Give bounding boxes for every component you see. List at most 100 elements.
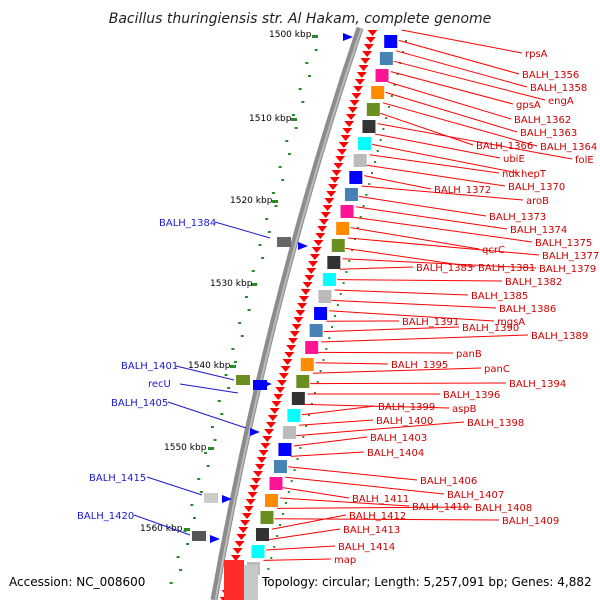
leader-line (339, 266, 414, 270)
leader-line (334, 289, 469, 296)
leader-line (290, 451, 365, 457)
gene-block (375, 69, 389, 82)
forward-gene-arrow (289, 331, 300, 337)
forward-gene-arrow (243, 506, 254, 512)
gene-block (269, 477, 283, 490)
leader-line (312, 367, 482, 374)
tick-dot (402, 51, 405, 53)
tick-dot (325, 348, 328, 350)
left-gene-labels: BALH_1384 BALH_1401 recU BALH_1405 BALH_… (77, 218, 216, 522)
tick-dot (190, 504, 194, 506)
forward-gene-arrow (304, 275, 315, 281)
forward-gene-arrow (336, 149, 347, 155)
tick-dot (287, 153, 291, 155)
gene-label: BALH_1373 (489, 212, 546, 223)
tick-dot (299, 447, 302, 449)
leader-line (393, 60, 546, 101)
forward-gene-arrow (275, 387, 286, 393)
gene-label: rpsA (525, 49, 548, 60)
leader-line (304, 403, 450, 409)
gene-label: BALH_1394 (509, 379, 566, 390)
tick-dot (296, 458, 299, 460)
tick-dot (371, 172, 374, 174)
genome-title: Bacillus thuringiensis str. Al Hakam, co… (109, 11, 492, 27)
gene-block (236, 375, 250, 385)
leader-line (361, 185, 524, 201)
leader-line (296, 421, 465, 437)
tick-dot (281, 513, 284, 515)
forward-gene-arrow (247, 492, 258, 498)
tick-dot (179, 569, 183, 571)
forward-gene-arrow (232, 548, 243, 554)
gene-label: ndk (502, 169, 521, 180)
tick-dot (301, 101, 305, 103)
tick-dot (313, 392, 316, 394)
tick-dot (210, 426, 214, 428)
forward-gene-arrow (362, 51, 373, 57)
gene-label: BALH_1411 (352, 494, 409, 505)
gene-label: aspB (452, 404, 477, 415)
forward-gene-arrow (317, 226, 328, 232)
gene-label: BALH_1398 (467, 418, 524, 429)
forward-gene-arrow (264, 429, 275, 435)
gene-label: BALH_1407 (447, 490, 504, 501)
tick-dot (348, 260, 351, 262)
kbp-label: 1540 kbp (188, 361, 231, 371)
tick-dot (291, 114, 295, 116)
forward-gene-arrow (286, 345, 297, 351)
tick-dot (264, 579, 267, 581)
gene-label: BALH_1412 (349, 511, 406, 522)
right-gene-labels: rpsA BALH_1356 BALH_1358 engA gpsA BALH_… (334, 49, 599, 566)
tick-dot (396, 73, 399, 75)
gene-tracks (192, 30, 398, 600)
gene-block (371, 86, 385, 99)
gene-block (224, 560, 244, 600)
major-tick (251, 283, 257, 286)
tick-dot (271, 192, 275, 194)
tick-dot (290, 480, 293, 482)
tick-dot (382, 128, 385, 130)
gene-block (278, 443, 292, 456)
leader-line (347, 237, 540, 256)
forward-gene-arrow (260, 443, 271, 449)
gene-label: BALH_1391 (402, 317, 459, 328)
gene-label: BALH_1389 (531, 331, 588, 342)
tick-dot (342, 282, 345, 284)
tick-dot (240, 335, 244, 337)
gene-label: BALH_1364 (540, 142, 597, 153)
leader-line (277, 506, 473, 509)
gene-block (273, 460, 287, 473)
forward-gene-arrow (340, 135, 351, 141)
forward-gene-arrow (356, 72, 367, 78)
forward-gene-arrow (327, 184, 338, 190)
reverse-gene-arrow (250, 428, 260, 436)
gene-label: BALH_1381 (478, 263, 535, 274)
gene-block (384, 35, 398, 48)
gene-label: aroB (526, 196, 549, 207)
forward-gene-arrow (293, 317, 304, 323)
leader-line (146, 476, 203, 496)
gene-label: BALH_1379 (539, 264, 596, 275)
leader-line (320, 334, 529, 343)
tick-dot (267, 568, 270, 570)
forward-gene-arrow (308, 261, 319, 267)
leader-line (310, 382, 507, 385)
kbp-label: 1560 kbp (140, 524, 183, 534)
gene-block (296, 375, 310, 388)
gene-label: BALH_1370 (508, 182, 565, 193)
tick-dot (224, 374, 228, 376)
tick-dot (376, 150, 379, 152)
tick-dot (294, 127, 298, 129)
forward-gene-arrow (234, 541, 245, 547)
genome-backbone (210, 26, 364, 600)
forward-gene-arrow (335, 156, 346, 162)
forward-gene-arrow (278, 373, 289, 379)
leader-line (385, 91, 518, 133)
tick-dot (192, 517, 196, 519)
forward-gene-arrow (358, 65, 369, 71)
leader-line (377, 123, 573, 160)
tick-dot (310, 403, 313, 405)
forward-gene-arrow (269, 408, 280, 414)
forward-gene-arrow (280, 366, 291, 372)
gene-block (340, 205, 354, 218)
